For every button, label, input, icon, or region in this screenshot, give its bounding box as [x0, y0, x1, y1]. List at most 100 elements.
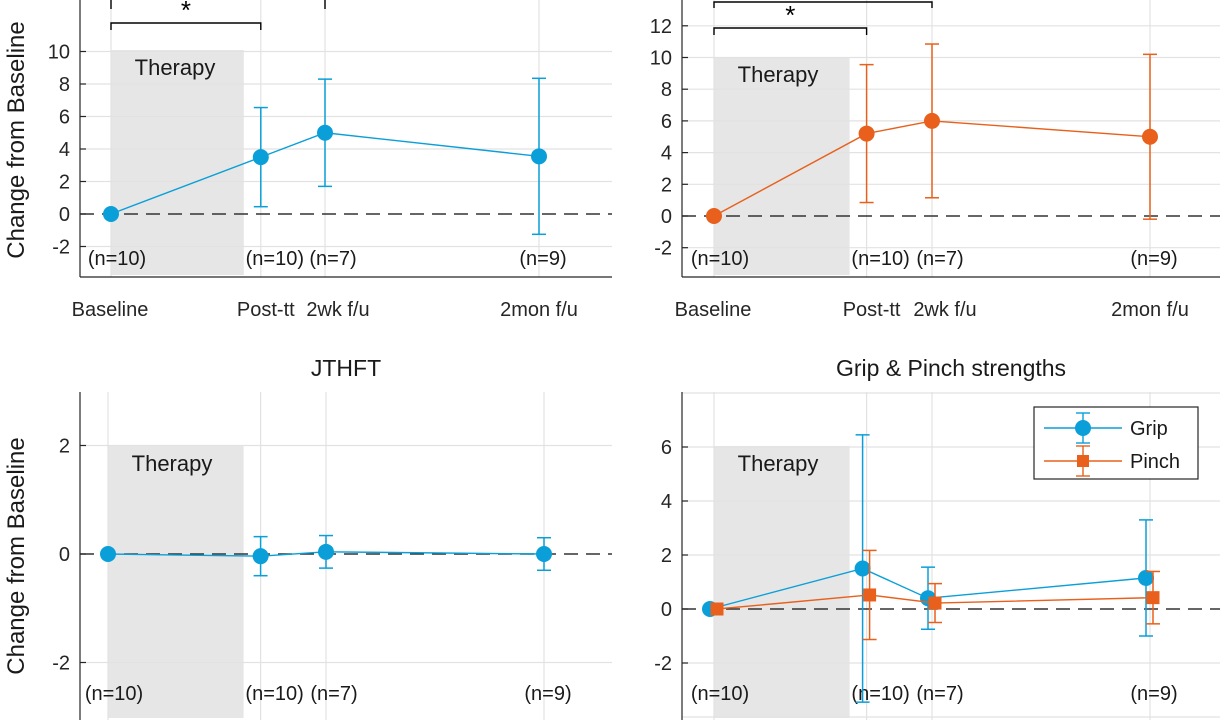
y-axis-label: Change from Baseline: [3, 437, 30, 674]
data-point: [863, 588, 877, 602]
x-tick-label: 2wk f/u: [913, 299, 976, 321]
y-tick-label: 2: [661, 174, 672, 196]
therapy-label: Therapy: [135, 55, 216, 80]
therapy-label: Therapy: [738, 451, 819, 476]
data-point: [536, 546, 552, 562]
data-point: [924, 112, 940, 129]
data-point: [1138, 569, 1154, 586]
series-1: [706, 43, 1158, 224]
x-tick-label: 2mon f/u: [500, 299, 578, 321]
significance-star: *: [181, 0, 191, 25]
sample-size-label: (n=10): [245, 683, 303, 705]
data-point: [854, 560, 871, 577]
data-point: [100, 546, 116, 562]
therapy-shading: [108, 446, 244, 718]
sample-size-label: (n=10): [691, 248, 749, 270]
y-tick-label: 10: [48, 42, 70, 64]
sample-size-label: (n=7): [916, 683, 963, 705]
panel-title: JTHFT: [311, 355, 381, 381]
legend-marker: [1077, 455, 1089, 467]
y-tick-label: -2: [52, 653, 70, 675]
y-tick-label: 4: [661, 143, 672, 165]
data-point: [318, 543, 334, 560]
sample-size-label: (n=9): [1130, 683, 1177, 705]
y-tick-label: -2: [654, 653, 672, 675]
significance-star: *: [785, 0, 795, 30]
data-point: [103, 206, 119, 222]
x-tick-label: 2mon f/u: [1111, 299, 1189, 321]
y-tick-label: 12: [650, 16, 672, 38]
sample-size-label: (n=10): [85, 683, 143, 705]
data-point: [317, 124, 333, 141]
y-tick-label: 0: [661, 599, 672, 621]
data-point: [1146, 591, 1160, 605]
y-axis-label: Change from Baseline: [3, 21, 30, 258]
y-tick-label: 2: [59, 172, 70, 194]
x-tick-label: 2wk f/u: [306, 299, 369, 321]
sample-size-label: (n=9): [1130, 248, 1177, 270]
sample-size-label: (n=7): [310, 683, 357, 705]
therapy-shading: [714, 446, 850, 718]
series-line: [110, 132, 540, 215]
y-tick-label: 6: [661, 111, 672, 133]
data-point: [252, 548, 269, 565]
y-tick-label: 6: [59, 107, 70, 129]
data-point: [252, 149, 269, 166]
legend-box: [1033, 406, 1199, 480]
legend: Grip Pinch: [1033, 406, 1199, 480]
panel-2: -2 0 2 4 6 8 10 12 Baseline Post-tt 2wk f/u 2mon f/…: [650, 0, 1220, 321]
therapy-shading: [111, 50, 244, 275]
y-tick-label: 0: [59, 204, 70, 226]
panel-3: -2 0 2 (n=10) (n=10) (n=7) (n=9) Therapy JTHFT Ch…: [3, 355, 612, 720]
sample-size-label: (n=7): [309, 248, 356, 270]
series-line: [713, 120, 1151, 217]
panel-title: Grip & Pinch strengths: [836, 355, 1066, 381]
sample-size-label: (n=10): [851, 248, 909, 270]
y-tick-label: 0: [59, 544, 70, 566]
series-line: [709, 567, 1147, 610]
bracket-line: [110, 22, 262, 30]
x-tick-label: Post-tt: [237, 299, 295, 321]
series-1: [103, 77, 547, 236]
y-tick-label: 10: [650, 48, 672, 70]
significance-bracket: *: [110, 0, 326, 30]
y-tick-label: 4: [661, 491, 672, 513]
panel-1: -2 0 2 4 6 8 10 Baseline Post-tt 2wk f/u 2mon f/u (…: [3, 0, 612, 321]
bracket-line: [713, 1, 933, 8]
y-tick-label: -2: [52, 237, 70, 259]
legend-marker: [1075, 420, 1091, 436]
sample-size-label: (n=9): [519, 248, 566, 270]
sample-size-label: (n=10): [246, 248, 304, 270]
y-tick-label: 6: [661, 437, 672, 459]
y-tick-label: 4: [59, 139, 70, 161]
therapy-shading: [714, 57, 850, 275]
legend-label: Grip: [1130, 418, 1168, 440]
panel-4: -2 0 2 4 6 (n=10) (n=10) (n=7) (n=9) Therapy Grip …: [654, 355, 1220, 720]
sample-size-label: (n=7): [916, 248, 963, 270]
data-point: [531, 148, 547, 165]
sample-size-label: (n=10): [691, 683, 749, 705]
therapy-label: Therapy: [738, 62, 819, 87]
data-point: [706, 208, 722, 224]
y-tick-label: 2: [661, 545, 672, 567]
x-tick-label: Post-tt: [843, 299, 901, 321]
x-tick-label: Baseline: [72, 299, 149, 321]
y-tick-label: -2: [654, 238, 672, 260]
bracket-line: [713, 27, 868, 35]
y-tick-label: 8: [59, 74, 70, 96]
series-line: [716, 594, 1154, 610]
series-pinch: [710, 549, 1160, 641]
data-point: [928, 596, 942, 610]
series-line: [107, 551, 545, 557]
y-tick-label: 0: [661, 206, 672, 228]
therapy-label: Therapy: [132, 451, 213, 476]
series-1: [100, 534, 552, 577]
y-tick-label: 8: [661, 79, 672, 101]
data-point: [710, 602, 724, 616]
data-point: [858, 125, 875, 142]
sample-size-label: (n=10): [88, 248, 146, 270]
y-tick-label: 2: [59, 436, 70, 458]
significance-bracket: *: [713, 0, 933, 35]
sample-size-label: (n=9): [524, 683, 571, 705]
